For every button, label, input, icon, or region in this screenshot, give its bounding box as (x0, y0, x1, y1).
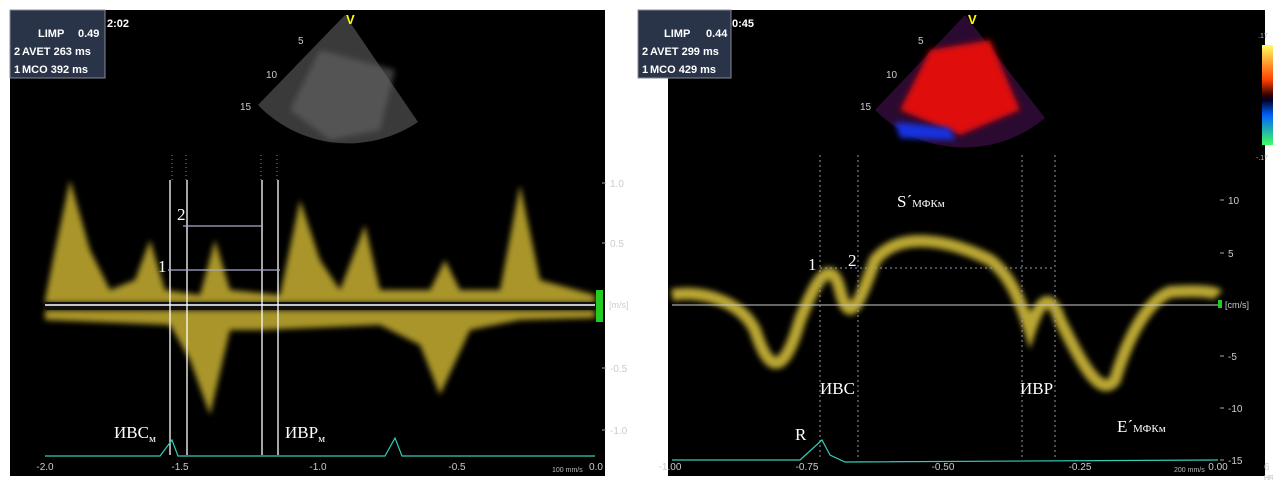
avet-index: 2 (642, 46, 648, 58)
depth-label: 10 (886, 70, 898, 81)
clock: 2:02 (107, 18, 129, 30)
x-tick-label: 0.0 (589, 462, 603, 473)
color-scale (1262, 45, 1273, 145)
marker: 1 (808, 255, 817, 274)
x-tick-label: -0.25 (1069, 462, 1092, 473)
x-tick-label: -2.0 (36, 462, 54, 473)
annotation-text: ИВР (285, 423, 318, 442)
y-tick-label: 10 (1228, 196, 1240, 207)
probe-mark: V (968, 12, 977, 27)
x-tick-label: -1.5 (171, 462, 189, 473)
color-scale-max: .17 (1258, 33, 1268, 40)
mco-index: 1 (14, 64, 20, 76)
avet-label: AVET 299 ms (650, 46, 719, 58)
depth-label: 15 (860, 102, 872, 113)
y-unit: [cm/s] (1225, 300, 1249, 310)
annotation-ivs: ИВС (820, 379, 855, 398)
y-tick-label: 5 (1228, 249, 1234, 260)
left-panel: 5 10 15 V 2:02 LIMP 0.49 2 AVET 263 ms 1… (10, 10, 629, 476)
mco-label: MCO 429 ms (650, 64, 716, 76)
depth-label: 10 (266, 70, 278, 81)
depth-label: 5 (918, 36, 924, 47)
scale-marker (596, 290, 603, 322)
color-scale-min: -.17 (1256, 155, 1268, 162)
annotation-sub: м (318, 433, 325, 445)
limp-value: 0.49 (78, 28, 99, 40)
y-tick-label: -15 (1228, 456, 1243, 467)
annotation-sub: МФКм (1133, 423, 1166, 435)
mco-index: 1 (642, 64, 648, 76)
annotation-ivr: ИВР (1020, 379, 1053, 398)
limp-label: LIMP (38, 28, 64, 40)
annotation-r-wave: R (795, 425, 807, 444)
x-tick-label: 0.00 (1208, 462, 1228, 473)
x-tick-label: -0.50 (932, 462, 955, 473)
sweep-speed: 100 mm/s (552, 467, 583, 474)
y-tick-label: 1.0 (610, 179, 624, 190)
mco-label: MCO 392 ms (22, 64, 88, 76)
baseline-band (45, 302, 595, 310)
marker: 2 (848, 251, 857, 270)
annotation-sub: м (149, 433, 156, 445)
x-tick-label: -1.0 (309, 462, 327, 473)
x-tick-label: -1.00 (659, 462, 682, 473)
corner-label: HR (1264, 475, 1273, 482)
marker: 2 (177, 205, 186, 224)
annotation-text: E´ (1117, 417, 1133, 436)
scale-marker (1218, 300, 1222, 308)
clock: 0:45 (732, 18, 754, 30)
x-tick-label: -0.75 (796, 462, 819, 473)
avet-index: 2 (14, 46, 20, 58)
y-tick-label: -0.5 (610, 364, 628, 375)
sweep-speed: 200 mm/s (1174, 467, 1205, 474)
depth-label: 15 (240, 102, 252, 113)
probe-mark: V (346, 12, 355, 27)
y-tick-label: -1.0 (610, 426, 628, 437)
right-panel: 5 10 15 V 0:45 LIMP 0.44 2 AVET 299 ms 1… (638, 10, 1273, 482)
annotation-text: S´ (897, 192, 912, 211)
limp-label: LIMP (664, 28, 690, 40)
y-tick-label: -5 (1228, 352, 1237, 363)
corner-label: 6 (1264, 462, 1270, 473)
annotation-text: ИВС (114, 423, 149, 442)
depth-label: 5 (298, 36, 304, 47)
x-tick-label: -0.5 (448, 462, 466, 473)
marker: 1 (158, 257, 167, 276)
y-tick-label: 0.5 (610, 239, 624, 250)
avet-label: AVET 263 ms (22, 46, 91, 58)
limp-value: 0.44 (706, 28, 728, 40)
annotation-sub: МФКм (912, 198, 945, 210)
screenshot: 5 10 15 V 2:02 LIMP 0.49 2 AVET 263 ms 1… (0, 0, 1273, 484)
y-unit: [m/s] (609, 300, 629, 310)
y-tick-label: -10 (1228, 404, 1243, 415)
